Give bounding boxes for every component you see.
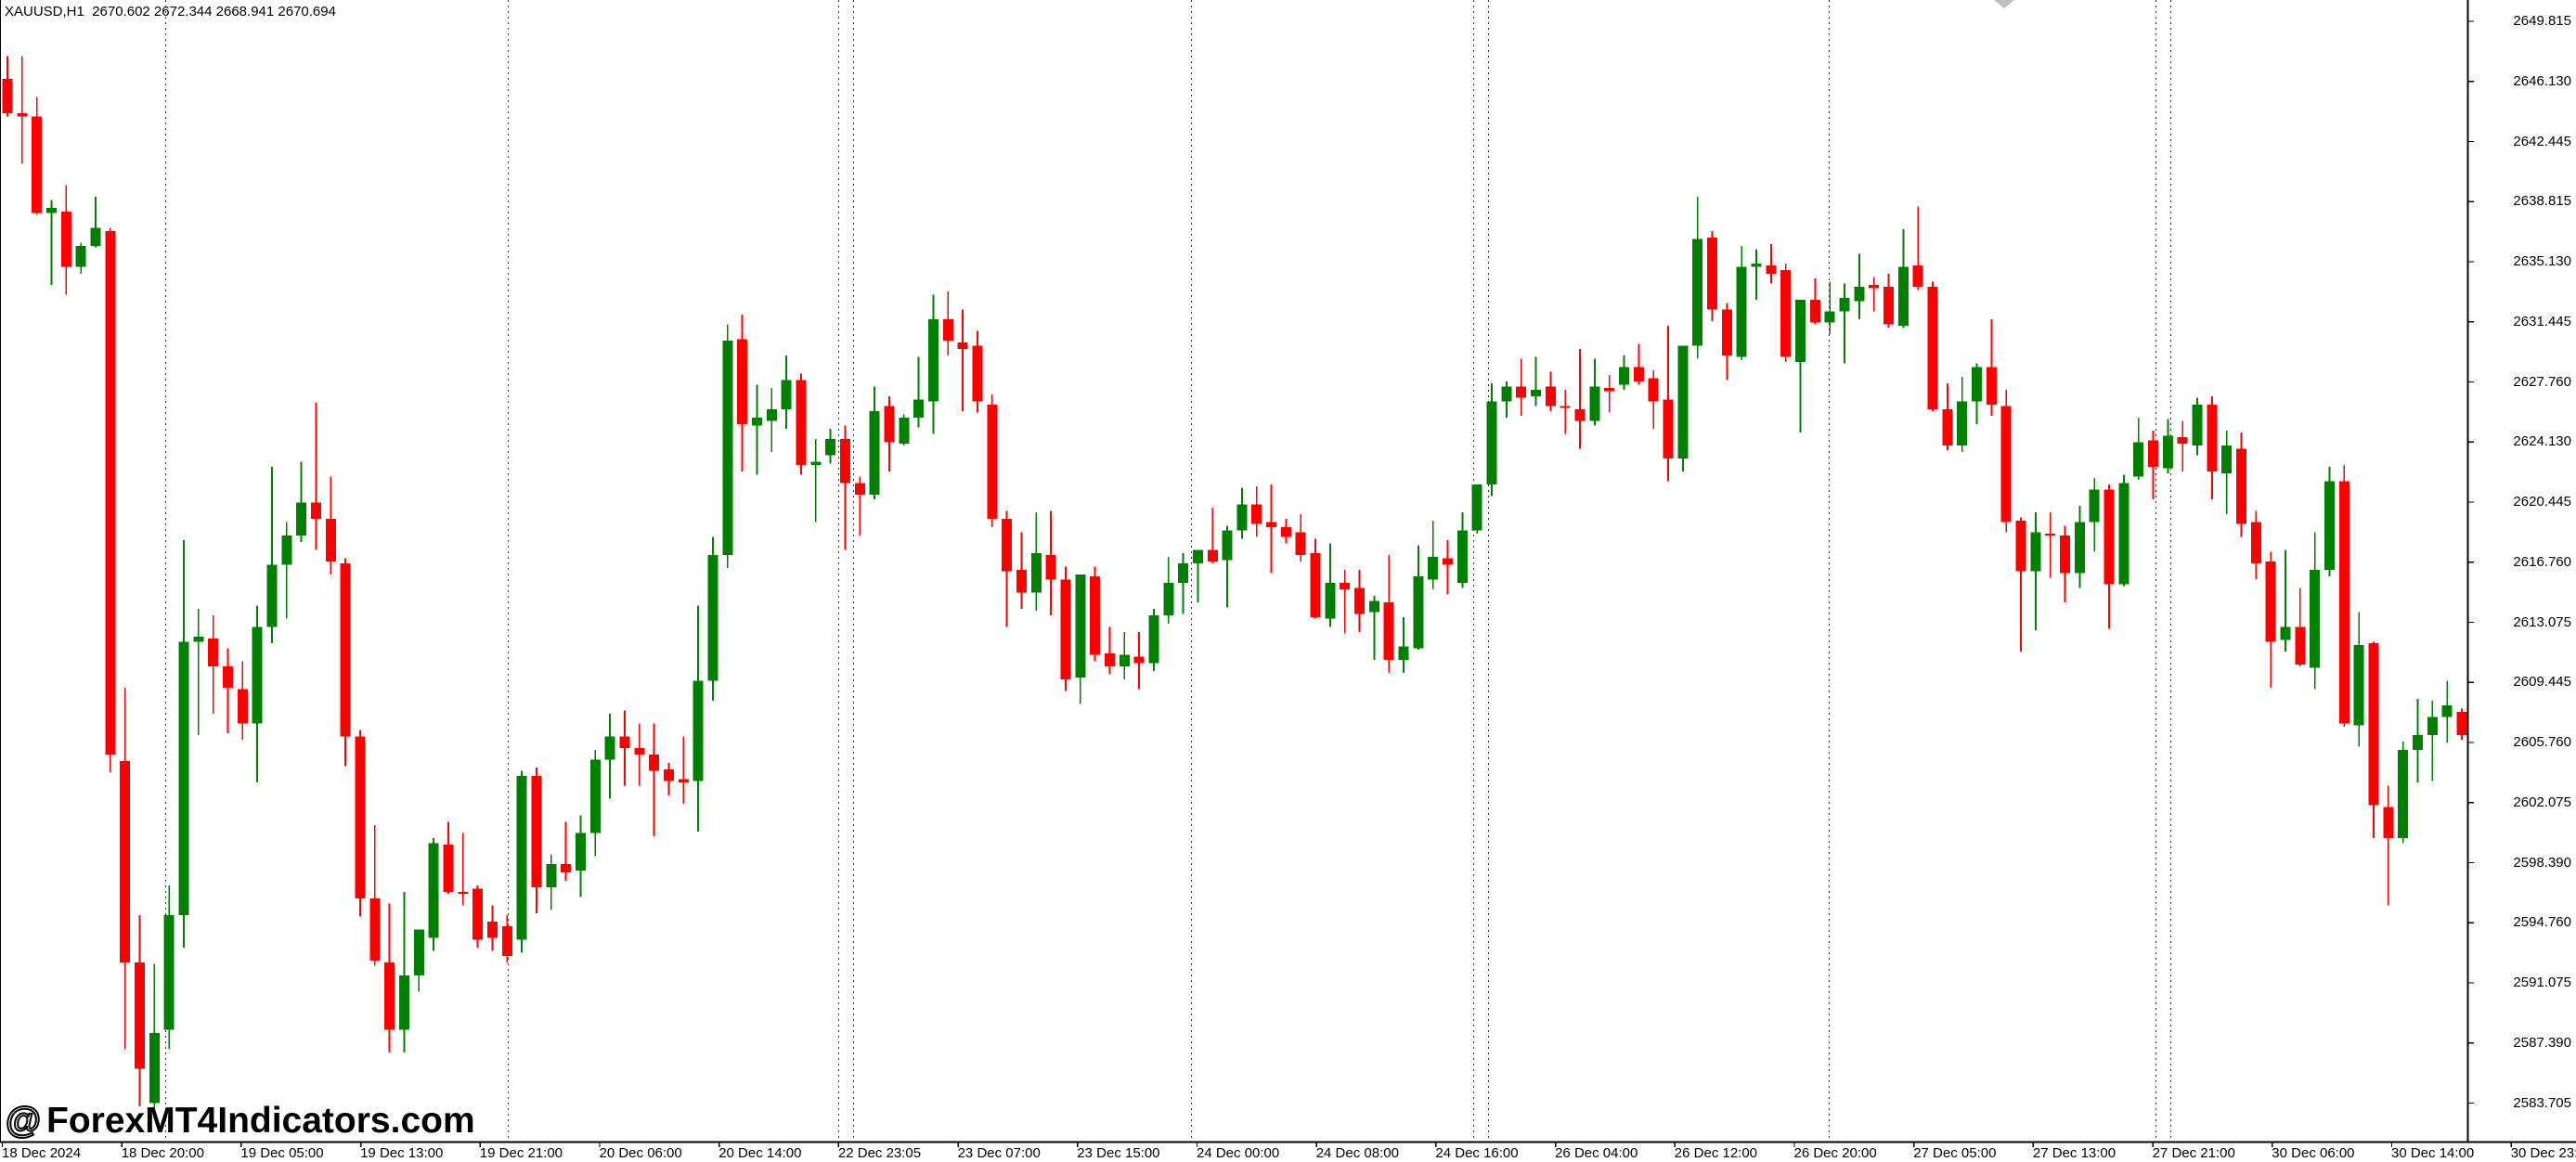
price-label: 2616.760 <box>2513 553 2571 570</box>
watermark: @ ForexMT4Indicators.com <box>5 1100 475 1142</box>
time-label: 30 Dec 23:01 <box>2510 1145 2576 1161</box>
price-label: 2624.130 <box>2513 433 2571 450</box>
time-label: 19 Dec 13:00 <box>360 1145 444 1161</box>
price-label: 2602.075 <box>2513 794 2571 810</box>
watermark-text: ForexMT4Indicators.com <box>46 1101 475 1141</box>
time-label: 23 Dec 15:00 <box>1077 1145 1160 1161</box>
at-sign-icon: @ <box>5 1100 42 1142</box>
time-label: 20 Dec 06:00 <box>599 1145 682 1161</box>
price-label: 2649.815 <box>2513 13 2571 29</box>
chart-shift-marker-icon[interactable] <box>1994 0 2014 8</box>
price-label: 2587.390 <box>2513 1034 2571 1051</box>
price-label: 2613.075 <box>2513 613 2571 630</box>
time-label: 18 Dec 20:00 <box>121 1145 204 1161</box>
time-label: 19 Dec 05:00 <box>240 1145 324 1161</box>
time-label: 24 Dec 16:00 <box>1435 1145 1519 1161</box>
time-label: 27 Dec 13:00 <box>2032 1145 2116 1161</box>
price-label: 2591.075 <box>2513 975 2571 990</box>
price-label: 2620.445 <box>2513 494 2571 510</box>
time-label: 26 Dec 04:00 <box>1555 1145 1638 1161</box>
price-label: 2642.445 <box>2513 133 2571 149</box>
price-label: 2635.130 <box>2513 253 2571 269</box>
price-label: 2631.445 <box>2513 313 2571 329</box>
price-label: 2598.390 <box>2513 854 2571 871</box>
time-label: 18 Dec 2024 <box>2 1145 82 1161</box>
time-label: 24 Dec 00:00 <box>1197 1145 1280 1161</box>
time-label: 22 Dec 23:05 <box>837 1145 922 1161</box>
time-label: 26 Dec 12:00 <box>1674 1145 1758 1161</box>
time-label: 27 Dec 21:00 <box>2152 1145 2235 1161</box>
time-label: 24 Dec 08:00 <box>1315 1145 1399 1161</box>
price-label: 2646.130 <box>2513 72 2571 89</box>
price-label: 2609.445 <box>2513 674 2571 691</box>
time-label: 23 Dec 07:00 <box>957 1145 1041 1161</box>
price-label: 2638.815 <box>2513 193 2571 210</box>
time-label: 27 Dec 05:00 <box>1913 1145 1997 1161</box>
time-label: 30 Dec 14:00 <box>2391 1145 2475 1161</box>
time-label: 30 Dec 06:00 <box>2272 1145 2355 1161</box>
time-label: 20 Dec 14:00 <box>718 1145 802 1161</box>
price-label: 2627.760 <box>2513 373 2571 390</box>
time-label: 26 Dec 20:00 <box>1793 1145 1877 1161</box>
price-label: 2605.760 <box>2513 734 2571 750</box>
price-label: 2594.760 <box>2513 914 2571 931</box>
price-label: 2583.705 <box>2513 1094 2571 1111</box>
time-label: 19 Dec 21:00 <box>479 1145 563 1161</box>
symbol-ohlc-readout: XAUUSD,H1 2670.602 2672.344 2668.941 267… <box>5 4 336 19</box>
